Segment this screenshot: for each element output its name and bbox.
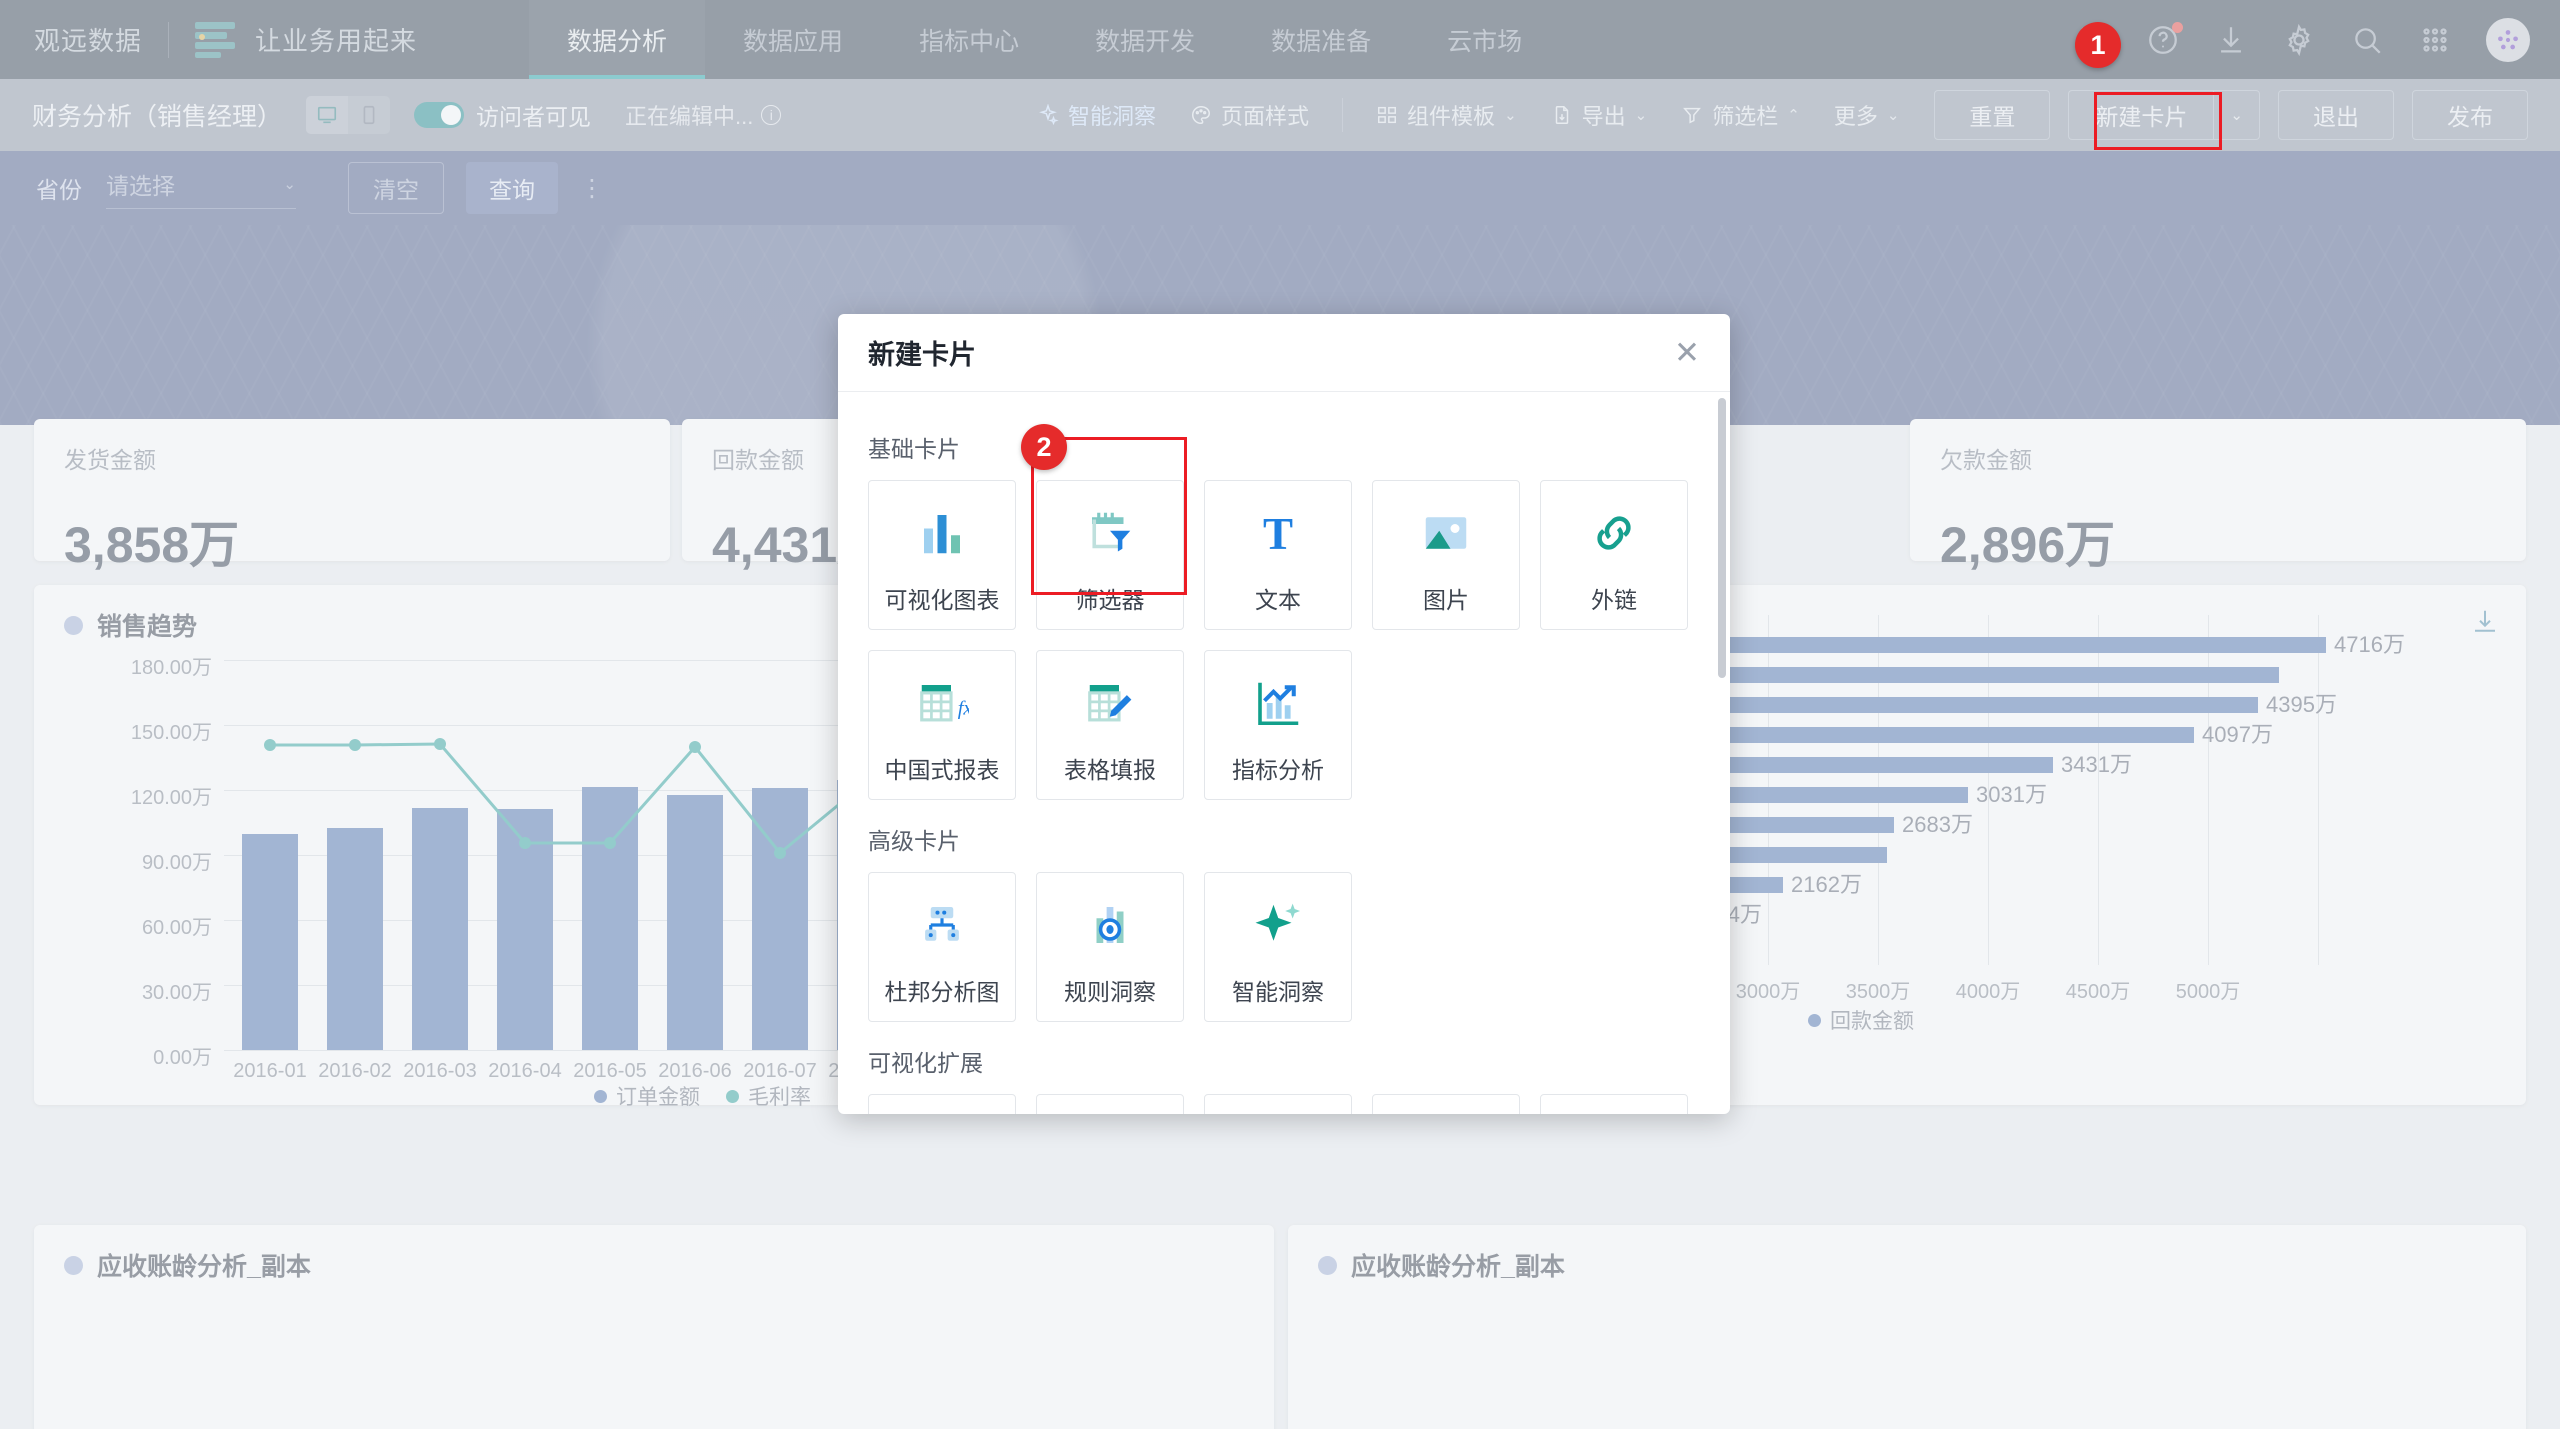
tile-dupont-analysis[interactable]: 杜邦分析图 (868, 872, 1016, 1022)
tile-form-filling[interactable]: 表格填报 (1036, 650, 1184, 800)
rule-insight-icon (1083, 887, 1137, 963)
bar-chart-icon (915, 495, 969, 571)
dialog-body: 基础卡片 可视化图表 (838, 392, 1730, 1114)
dialog-scrollbar[interactable] (1718, 398, 1726, 678)
broken-bar-icon (1587, 1109, 1641, 1114)
step-badge-1: 1 (2075, 22, 2121, 68)
tile-grid-extensions: ⊕ 自定义图表 自动轮播 (868, 1094, 1700, 1114)
new-card-dialog: 新建卡片 ✕ 基础卡片 可视化图表 (838, 314, 1730, 1114)
dialog-header: 新建卡片 ✕ (838, 314, 1730, 392)
step-badge-2: 2 (1021, 424, 1067, 470)
table-edit-icon (1083, 665, 1137, 741)
table-fx-icon: fx (915, 665, 969, 741)
tile-echarts-demo[interactable]: echarts demo (1372, 1094, 1520, 1114)
sparkle-icon (1251, 887, 1305, 963)
tile-label: 指标分析 (1232, 757, 1324, 783)
tile-visualization-chart[interactable]: 可视化图表 (868, 480, 1016, 630)
tile-label: 筛选器 (1075, 587, 1145, 613)
tile-grid-basic: 可视化图表 筛选器 T 文本 (868, 480, 1700, 800)
tile-grid-advanced: 杜邦分析图 规则洞察 (868, 872, 1700, 1022)
dumbbell-icon (1251, 1109, 1305, 1114)
section-title-advanced: 高级卡片 (868, 828, 960, 854)
filter-icon (1083, 495, 1137, 571)
tile-broken-bar-chart[interactable]: 柱状折断图 (1540, 1094, 1688, 1114)
tile-filter[interactable]: 筛选器 (1036, 480, 1184, 630)
tile-rule-insight[interactable]: 规则洞察 (1036, 872, 1184, 1022)
carousel-icon (1083, 1109, 1137, 1114)
dupont-icon (915, 887, 969, 963)
tile-smart-insight[interactable]: 智能洞察 (1204, 872, 1352, 1022)
tile-metric-analysis[interactable]: 指标分析 (1204, 650, 1352, 800)
image-icon (1419, 495, 1473, 571)
tile-text[interactable]: T 文本 (1204, 480, 1352, 630)
tile-label: 规则洞察 (1064, 979, 1156, 1005)
tile-label: 杜邦分析图 (884, 979, 1000, 1005)
tile-label: 文本 (1255, 587, 1301, 613)
section-title-basic: 基础卡片 (868, 436, 960, 462)
text-icon: T (1251, 495, 1305, 571)
tile-external-link[interactable]: 外链 (1540, 480, 1688, 630)
tile-image[interactable]: 图片 (1372, 480, 1520, 630)
echarts-demo-icon (1419, 1113, 1473, 1115)
close-icon[interactable]: ✕ (1674, 335, 1700, 370)
section-title-extensions: 可视化扩展 (868, 1050, 983, 1076)
link-icon (1587, 495, 1641, 571)
tile-label: 外链 (1591, 587, 1637, 613)
tile-chinese-report[interactable]: fx 中国式报表 (868, 650, 1016, 800)
tile-label: 中国式报表 (884, 757, 1000, 783)
tile-label: 智能洞察 (1232, 979, 1324, 1005)
dialog-title: 新建卡片 (868, 340, 976, 370)
tile-label: 可视化图表 (884, 587, 1000, 613)
tile-custom-chart[interactable]: ⊕ 自定义图表 (868, 1094, 1016, 1114)
tile-dumbbell-chart[interactable]: 哑铃图 (1204, 1094, 1352, 1114)
svg-text:T: T (1263, 509, 1293, 559)
tile-label: 表格填报 (1064, 757, 1156, 783)
tile-label: 图片 (1423, 587, 1469, 613)
svg-text:fx: fx (958, 697, 969, 719)
metric-analysis-icon (1251, 665, 1305, 741)
tile-auto-carousel[interactable]: 自动轮播 (1036, 1094, 1184, 1114)
